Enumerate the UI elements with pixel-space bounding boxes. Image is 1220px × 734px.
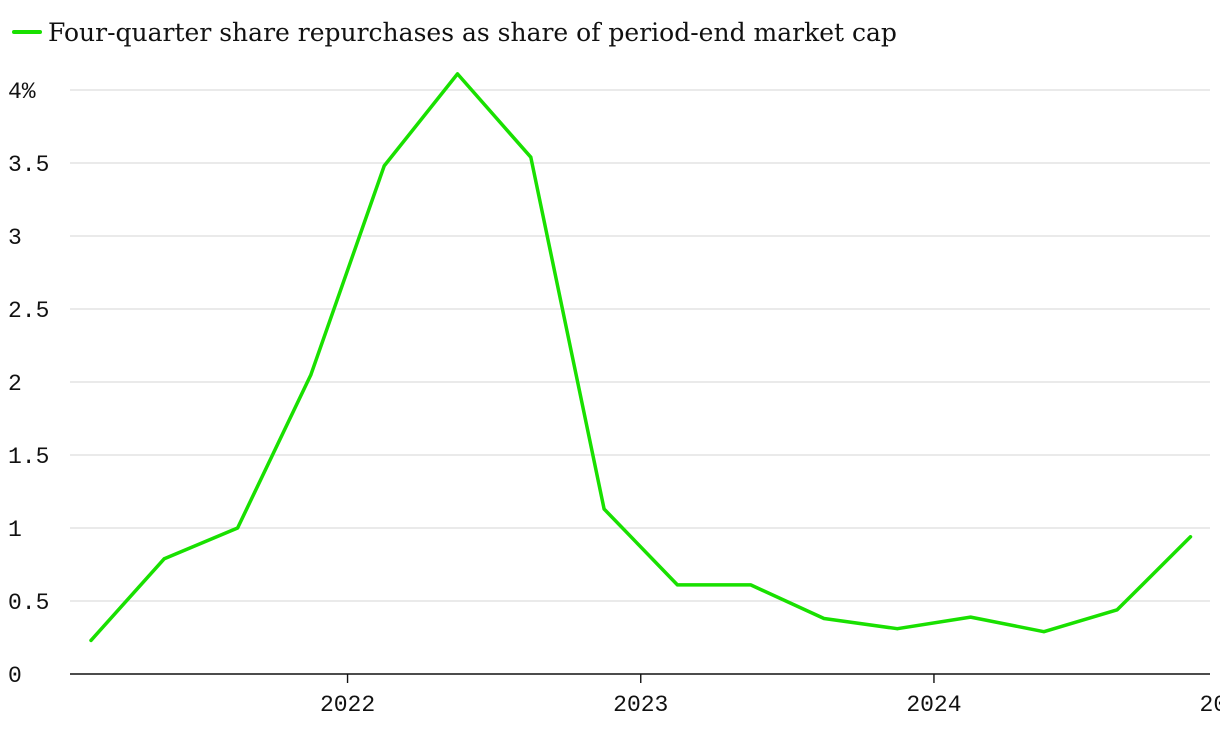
data-point	[309, 373, 313, 377]
data-point	[89, 638, 93, 642]
y-tick-label: 3	[8, 225, 22, 251]
data-point	[969, 615, 973, 619]
y-tick-label: 0	[8, 663, 22, 689]
data-point	[236, 526, 240, 530]
data-point	[602, 507, 606, 511]
legend-swatch	[12, 30, 42, 34]
y-axis-tick-labels: 0 0.5 1 1.5 2 2.5 3 3.5 4%	[8, 79, 49, 689]
data-point	[749, 583, 753, 587]
x-tick-label: 2025	[1200, 692, 1220, 718]
y-tick-label: 0.5	[8, 590, 49, 616]
x-tick-label: 2024	[906, 692, 961, 718]
y-tick-label: 1	[8, 517, 22, 543]
x-axis: 2022 2023 2024 2025	[70, 673, 1220, 718]
y-tick-label: 2	[8, 371, 22, 397]
data-point	[162, 557, 166, 561]
data-point	[822, 617, 826, 621]
legend-label: Four-quarter share repurchases as share …	[48, 17, 897, 47]
data-point	[675, 583, 679, 587]
y-tick-label: 1.5	[8, 444, 49, 470]
data-point	[895, 627, 899, 631]
data-point	[456, 72, 459, 76]
series-layer	[89, 72, 1193, 643]
x-tick-label: 2022	[320, 692, 375, 718]
data-point	[529, 155, 533, 159]
y-tick-label: 2.5	[8, 298, 49, 324]
gridlines	[70, 89, 1210, 602]
data-point	[1042, 630, 1046, 634]
y-tick-label: 3.5	[8, 152, 49, 178]
data-point	[382, 164, 386, 168]
data-point	[1115, 608, 1119, 612]
series-line	[89, 72, 1193, 643]
chart-legend: Four-quarter share repurchases as share …	[12, 14, 897, 50]
data-point	[1189, 535, 1192, 539]
y-tick-label: 4%	[8, 79, 36, 105]
x-tick-label: 2023	[613, 692, 668, 718]
